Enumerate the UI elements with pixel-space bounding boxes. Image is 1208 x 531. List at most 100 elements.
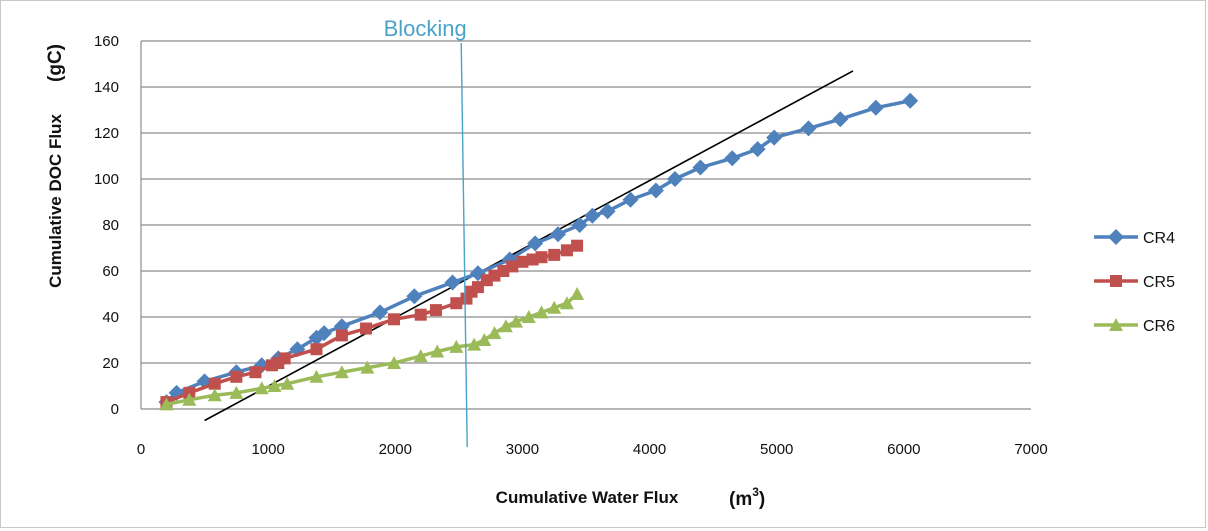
data-point-cr6	[467, 337, 482, 351]
data-point-cr5	[429, 304, 442, 317]
data-point-cr6	[159, 397, 174, 411]
legend: CR4 CR5 CR6	[1094, 229, 1175, 335]
data-point-cr5	[249, 366, 262, 379]
data-point-cr4	[406, 288, 423, 305]
x-tick-label: 3000	[506, 441, 539, 458]
data-point-cr4	[571, 217, 588, 233]
x-tick-label: 4000	[633, 441, 666, 458]
data-point-cr4	[584, 207, 601, 224]
y-tick-label: 0	[111, 401, 119, 418]
x-axis-unit-prefix: (m	[729, 489, 752, 510]
data-point-cr5	[414, 308, 427, 321]
data-point-cr5	[535, 251, 548, 264]
data-point-cr6	[559, 296, 574, 310]
data-point-cr4	[372, 304, 389, 321]
data-point-cr4	[647, 182, 664, 199]
y-tick-label: 40	[102, 309, 119, 326]
data-point-cr4	[599, 203, 616, 220]
data-point-cr4	[867, 99, 884, 116]
data-point-cr6	[509, 314, 524, 328]
blocking-label: Blocking	[384, 16, 467, 41]
data-point-cr5	[310, 343, 323, 356]
data-point-cr6	[254, 381, 269, 395]
data-point-cr6	[521, 310, 536, 323]
data-point-cr4	[724, 150, 741, 167]
legend-marker-cr5	[1110, 275, 1122, 287]
legend-marker-cr6	[1109, 318, 1123, 331]
blocking-line	[460, 42, 468, 448]
data-point-cr5	[360, 322, 373, 335]
data-point-cr6	[413, 349, 428, 363]
data-point-cr6	[547, 300, 562, 314]
x-axis-unit-sup: 3	[752, 485, 759, 499]
data-point-cr4	[692, 159, 709, 176]
y-tick-label: 80	[102, 217, 119, 234]
data-point-cr4	[832, 111, 849, 128]
data-point-cr5	[208, 377, 221, 390]
data-point-cr6	[229, 385, 244, 399]
axis-layer: 0 20 40 60 80 100 120 140 160 0 1000 2000 3000 4000 50…	[94, 33, 1048, 458]
data-point-cr4	[316, 325, 333, 342]
data-point-cr4	[766, 129, 783, 146]
data-point-cr6	[570, 287, 585, 300]
data-point-cr6	[182, 392, 197, 406]
data-point-cr5	[548, 248, 561, 261]
y-tick-label: 160	[94, 33, 119, 50]
x-axis-unit: (m3)	[729, 485, 765, 510]
y-axis-unit: (gC)	[45, 44, 66, 82]
x-axis-title: Cumulative Water Flux	[496, 488, 679, 507]
data-point-cr4	[667, 171, 683, 187]
data-point-cr6	[487, 326, 502, 340]
data-point-cr6	[267, 379, 282, 392]
x-tick-label: 2000	[379, 441, 412, 458]
series-line-cr6	[166, 292, 579, 407]
y-tick-label: 20	[102, 355, 119, 372]
data-point-cr4	[800, 120, 817, 137]
data-point-cr6	[207, 388, 222, 402]
legend-label-cr6: CR6	[1143, 318, 1175, 335]
data-point-cr4	[444, 274, 461, 291]
data-point-cr5	[230, 370, 243, 383]
data-point-cr5	[571, 239, 584, 252]
x-tick-label: 5000	[760, 441, 793, 458]
data-point-cr5	[278, 352, 291, 365]
data-point-cr5	[335, 329, 348, 342]
y-tick-label: 120	[94, 125, 119, 142]
data-point-cr6	[334, 365, 349, 379]
legend-marker-cr4	[1108, 229, 1124, 245]
data-point-cr4	[749, 141, 766, 158]
data-point-cr5	[388, 313, 401, 326]
x-axis-unit-suffix: )	[759, 489, 765, 510]
x-tick-label: 7000	[1014, 441, 1047, 458]
data-point-cr6	[280, 376, 295, 390]
data-point-cr6	[430, 344, 445, 358]
x-tick-label: 0	[137, 441, 145, 458]
data-point-cr5	[450, 297, 463, 310]
data-point-cr4	[902, 92, 919, 109]
data-point-cr6	[449, 339, 464, 353]
data-point-cr5	[516, 255, 529, 268]
data-point-cr6	[309, 369, 324, 383]
data-point-cr6	[387, 356, 402, 369]
data-point-cr5	[506, 260, 519, 273]
data-point-cr6	[477, 333, 492, 346]
data-point-cr5	[560, 244, 573, 257]
x-tick-label: 6000	[887, 441, 920, 458]
data-point-cr6	[498, 319, 513, 333]
y-tick-label: 60	[102, 263, 119, 280]
y-tick-label: 140	[94, 79, 119, 96]
data-point-cr4	[550, 226, 567, 243]
data-point-cr6	[534, 305, 549, 319]
legend-label-cr5: CR5	[1143, 274, 1175, 291]
annotation-layer: Blocking	[384, 16, 468, 448]
data-point-cr4	[622, 191, 639, 208]
series-layer	[158, 70, 919, 422]
data-point-cr6	[360, 360, 375, 374]
legend-label-cr4: CR4	[1143, 230, 1175, 247]
y-axis-title: Cumulative DOC Flux	[46, 114, 65, 288]
x-tick-label: 1000	[251, 441, 284, 458]
y-tick-label: 100	[94, 171, 119, 188]
data-point-cr4	[527, 235, 544, 252]
